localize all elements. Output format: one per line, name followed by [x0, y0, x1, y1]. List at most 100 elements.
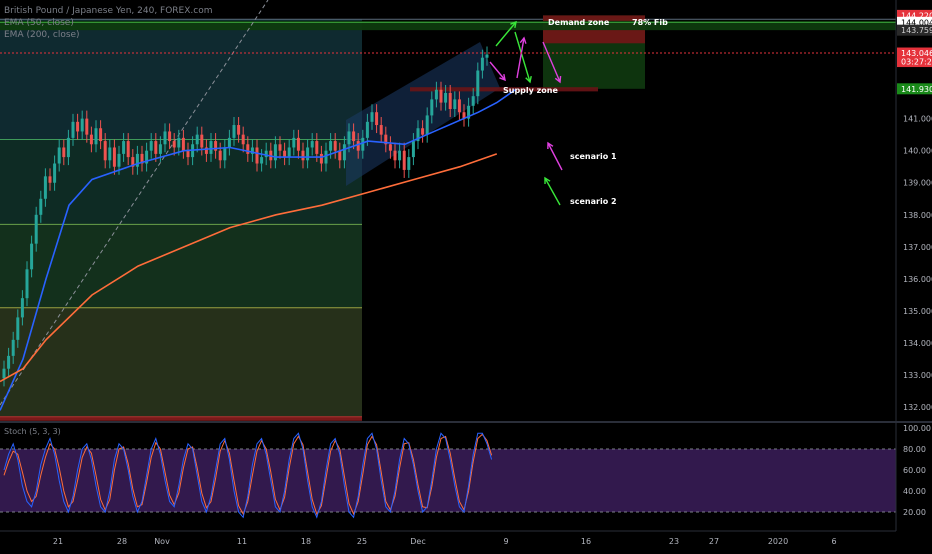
candle-body — [223, 147, 227, 161]
candle-body — [467, 105, 471, 119]
candle-body — [20, 298, 24, 318]
candle-body — [471, 96, 475, 106]
candle-body — [250, 147, 254, 154]
candle-body — [11, 339, 15, 356]
price-tick-label: 133.000 — [903, 371, 932, 380]
price-tick-label: 141.000 — [903, 115, 932, 124]
candle-body — [264, 150, 268, 158]
candle-body — [227, 137, 231, 148]
candle-body — [168, 131, 172, 142]
candle-body — [66, 137, 70, 158]
candle-body — [186, 150, 190, 158]
candle-body — [352, 131, 356, 142]
candle-body — [131, 157, 135, 167]
candle-body — [338, 150, 342, 161]
candle-body — [99, 128, 103, 142]
stoch-d-line — [3, 433, 493, 516]
tag-143759-bg — [897, 24, 932, 36]
tag-countdown-bg — [897, 56, 932, 68]
candle-body — [154, 141, 158, 154]
candle-body — [218, 150, 222, 161]
candle-body — [62, 147, 66, 158]
candle-body — [204, 147, 208, 154]
arrow-magenta-down-2-head — [554, 75, 562, 84]
candle-body — [379, 125, 383, 135]
channel-fill — [346, 42, 500, 186]
scenario-arrows[interactable] — [489, 20, 563, 206]
candle-body — [200, 134, 204, 148]
ema50-legend[interactable]: EMA (50, close) — [4, 18, 74, 28]
stoch-tick-label: 60.00 — [903, 466, 926, 475]
candle-body — [172, 141, 176, 148]
candle-body — [39, 198, 43, 215]
arrow-magenta-down-1-head — [499, 73, 506, 82]
candle-body — [163, 131, 167, 145]
candle-body — [16, 317, 20, 340]
candle-body — [232, 125, 236, 138]
fib-zone-2 — [0, 224, 362, 308]
candle-body — [306, 147, 310, 161]
time-tick-label: 9 — [503, 537, 508, 546]
fib-zone-bottom — [0, 416, 362, 421]
supply-zone-box[interactable] — [410, 87, 598, 92]
tag-144004: 144.004 — [901, 18, 932, 27]
tag-143046-bg — [897, 47, 932, 59]
time-tick-label: 28 — [117, 537, 127, 546]
candle-body — [370, 112, 374, 122]
stoch-tick-label: 20.00 — [903, 508, 926, 517]
tag-144220-bg — [897, 9, 932, 21]
candle-body — [112, 147, 116, 167]
stochastic-pane[interactable]: 100.00 80.00 60.00 40.00 20.00 — [0, 424, 931, 519]
candle-body — [76, 121, 80, 132]
dashed-trendline-line — [0, 0, 269, 406]
price-tick-label: 132.000 — [903, 403, 932, 412]
arrow-scenario-2-head — [544, 176, 551, 185]
time-axis[interactable]: 21 28 Nov 11 18 25 Dec 9 16 23 27 2020 6 — [53, 537, 837, 546]
candle-body — [135, 153, 139, 167]
symbol-legend[interactable]: British Pound / Japanese Yen, 240, FOREX… — [4, 6, 213, 16]
price-tick-label: 138.000 — [903, 211, 932, 220]
candle-body — [333, 141, 337, 151]
candle-body — [177, 137, 181, 148]
candle-body — [398, 150, 402, 161]
ema200-legend[interactable]: EMA (200, close) — [4, 30, 80, 40]
stoch-tick-label: 100.00 — [903, 424, 931, 433]
time-tick-label: 21 — [53, 537, 63, 546]
candle-body — [283, 150, 287, 158]
arrow-green-up-1 — [495, 21, 517, 47]
candle-body — [462, 112, 466, 119]
candle-body — [209, 141, 213, 154]
dashed-trendline[interactable] — [0, 0, 269, 406]
candle-body — [310, 141, 314, 148]
arrow-scenario-2 — [544, 177, 561, 206]
price-axis[interactable]: 141.000 140.000 139.000 138.000 137.000 136.0… — [903, 115, 932, 413]
time-tick-label: 25 — [357, 537, 367, 546]
scenario-1-label: scenario 1 — [570, 152, 617, 161]
tag-countdown: 03:27:20 — [901, 58, 932, 67]
candle-body — [246, 144, 250, 154]
candle-body — [2, 368, 6, 379]
fib-retracement-zones[interactable] — [0, 18, 896, 421]
candle-body — [329, 141, 333, 151]
candle-body — [448, 92, 452, 110]
candle-body — [214, 141, 218, 151]
candle-body — [71, 121, 75, 138]
stoch-label: Stoch (5, 3, 3) — [4, 427, 61, 436]
candle-body — [319, 153, 323, 164]
price-tick-label: 134.000 — [903, 339, 932, 348]
candle-body — [237, 125, 241, 135]
ascending-channel[interactable] — [346, 42, 500, 186]
tag-143759: 143.759 — [901, 26, 932, 35]
candle-body — [324, 150, 328, 164]
arrow-magenta-up — [516, 37, 525, 79]
candle-body — [149, 141, 153, 151]
arrow-scenario-1-head — [547, 141, 554, 150]
candle-body — [181, 137, 185, 151]
candle-body — [30, 243, 34, 270]
candle-body — [85, 118, 89, 135]
candle-body — [103, 141, 107, 161]
arrow-magenta-down-2 — [542, 41, 561, 83]
time-tick-label: Dec — [410, 537, 425, 546]
